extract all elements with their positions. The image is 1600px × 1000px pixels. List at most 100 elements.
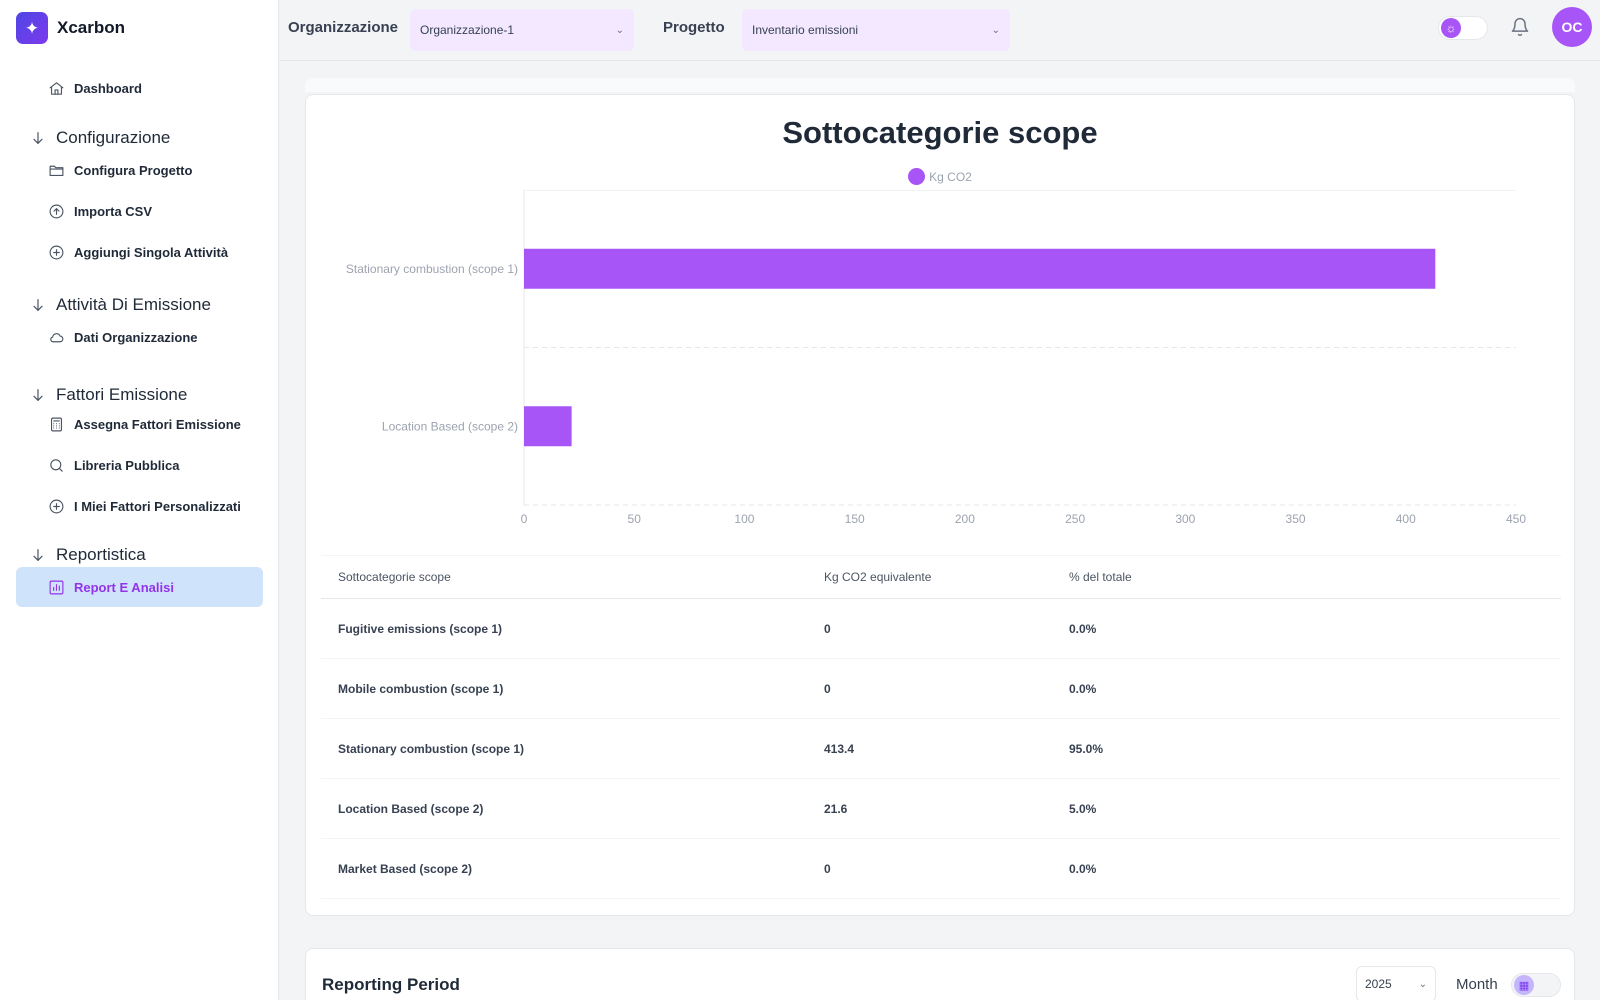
table-cell: 413.4 xyxy=(824,741,855,756)
year-select[interactable]: 2025 ⌄ xyxy=(1356,966,1436,1000)
chart-title: Sottocategorie scope xyxy=(782,115,1098,150)
table-header-row: Sottocategorie scope Kg CO2 equivalente … xyxy=(321,555,1561,599)
table-cell: Location Based (scope 2) xyxy=(338,801,484,816)
plus-circle-icon xyxy=(47,497,65,515)
sidebar-item-label: Report E Analisi xyxy=(74,579,174,595)
x-tick-label: 300 xyxy=(1175,512,1195,526)
sidebar: ✦ Xcarbon Dashboard Configurazione Configu… xyxy=(0,0,279,1000)
sidebar-item-i-miei-fattori-personalizzati[interactable]: I Miei Fattori Personalizzati xyxy=(16,486,263,526)
project-label: Progetto xyxy=(663,19,725,36)
sidebar-item-libreria-pubblica[interactable]: Libreria Pubblica xyxy=(16,445,263,485)
upload-circle-icon xyxy=(47,202,65,220)
table-cell: 0.0% xyxy=(1069,681,1097,696)
chevron-down-icon: ⌄ xyxy=(615,24,624,36)
sidebar-item-label: Configura Progetto xyxy=(74,162,193,178)
x-tick-label: 350 xyxy=(1286,512,1306,526)
table-cell: 0.0% xyxy=(1069,861,1097,876)
sidebar-item-configura-progetto[interactable]: Configura Progetto xyxy=(16,150,263,190)
year-select-value: 2025 xyxy=(1365,977,1392,991)
sidebar-item-aggiungi-singola-attivita[interactable]: Aggiungi Singola Attività xyxy=(16,232,263,272)
project-select-value: Inventario emissioni xyxy=(752,23,859,37)
sidebar-item-dashboard[interactable]: Dashboard xyxy=(16,68,263,108)
y-tick-label: Stationary combustion (scope 1) xyxy=(346,262,518,276)
organization-select[interactable]: Organizzazione-1 ⌄ xyxy=(410,9,634,51)
table-cell: 0 xyxy=(824,621,831,636)
organization-label: Organizzazione xyxy=(288,19,399,36)
table-cell: 0.0% xyxy=(1069,621,1097,636)
legend-swatch xyxy=(908,168,926,185)
theme-toggle[interactable]: ☼ xyxy=(1438,16,1488,40)
table-cell: Market Based (scope 2) xyxy=(338,861,473,876)
sidebar-section[interactable]: Configurazione xyxy=(30,126,170,150)
sidebar-item-label: Importa CSV xyxy=(74,203,153,219)
search-icon xyxy=(47,456,65,474)
bar-chart: Stationary combustion (scope 1) Location … xyxy=(346,190,1526,526)
table-row: Fugitive emissions (scope 1) 0 0.0% xyxy=(321,599,1561,659)
sidebar-section[interactable]: Fattori Emissione xyxy=(30,383,187,407)
project-select[interactable]: Inventario emissioni ⌄ xyxy=(742,9,1010,51)
x-tick-label: 50 xyxy=(628,512,642,526)
column-header: Sottocategorie scope xyxy=(338,570,451,584)
table-row: Stationary combustion (scope 1) 413.4 95.0… xyxy=(321,719,1561,779)
top-header: Organizzazione Organizzazione-1 ⌄ Proget… xyxy=(280,0,1600,61)
x-tick-label: 100 xyxy=(734,512,754,526)
table-cell: 0 xyxy=(824,861,831,876)
sidebar-item-report-e-analisi[interactable]: Report E Analisi xyxy=(16,567,263,607)
legend-label: Kg CO2 xyxy=(929,169,972,184)
chevron-down-icon: ⌄ xyxy=(1418,978,1427,990)
x-tick-label: 0 xyxy=(521,512,528,526)
sidebar-section[interactable]: Attività Di Emissione xyxy=(30,293,211,317)
x-tick-label: 250 xyxy=(1065,512,1085,526)
month-toggle[interactable]: ▦ xyxy=(1511,973,1561,997)
data-table: Sottocategorie scope Kg CO2 equivalente … xyxy=(321,555,1561,899)
reporting-period-card: Reporting Period 2025 ⌄ Month ▦ xyxy=(305,948,1575,1000)
x-tick-label: 450 xyxy=(1506,512,1526,526)
y-tick-label: Location Based (scope 2) xyxy=(382,419,518,433)
x-tick-label: 150 xyxy=(845,512,865,526)
arrow-down-icon xyxy=(30,547,46,563)
month-label: Month xyxy=(1456,976,1498,993)
bar xyxy=(524,248,1436,289)
table-cell: Mobile combustion (scope 1) xyxy=(338,681,504,696)
brand-name: Xcarbon xyxy=(57,18,126,37)
avatar[interactable]: OC xyxy=(1552,7,1592,47)
table-row: Market Based (scope 2) 0 0.0% xyxy=(321,839,1561,899)
x-tick-label: 200 xyxy=(955,512,975,526)
bar-chart-icon xyxy=(47,578,65,596)
table-row: Mobile combustion (scope 1) 0 0.0% xyxy=(321,659,1561,719)
sidebar-item-assegna-fattori-emissione[interactable]: Assegna Fattori Emissione xyxy=(16,404,263,444)
sidebar-section-label: Attività Di Emissione xyxy=(56,295,211,314)
calendar-icon: ▦ xyxy=(1514,975,1534,995)
bell-icon[interactable] xyxy=(1509,16,1531,38)
table-cell: Fugitive emissions (scope 1) xyxy=(338,621,503,636)
sidebar-item-label: Libreria Pubblica xyxy=(74,457,180,473)
sidebar-section-label: Configurazione xyxy=(56,128,171,147)
sidebar-item-dati-organizzazione[interactable]: Dati Organizzazione xyxy=(16,317,263,357)
arrow-down-icon xyxy=(30,130,46,146)
brand[interactable]: ✦ Xcarbon xyxy=(16,12,125,44)
chevron-down-icon: ⌄ xyxy=(991,24,1000,36)
organization-select-value: Organizzazione-1 xyxy=(420,23,515,37)
sidebar-section[interactable]: Reportistica xyxy=(30,543,146,567)
table-row: Location Based (scope 2) 21.6 5.0% xyxy=(321,779,1561,839)
column-header: Kg CO2 equivalente xyxy=(824,570,932,584)
sidebar-item-label: Dashboard xyxy=(74,80,142,96)
plus-circle-icon xyxy=(47,243,65,261)
table-body: Fugitive emissions (scope 1) 0 0.0% Mobile … xyxy=(321,599,1561,899)
table-cell: 21.6 xyxy=(824,801,848,816)
x-tick-label: 400 xyxy=(1396,512,1416,526)
column-header: % del totale xyxy=(1069,570,1132,584)
sidebar-item-label: Dati Organizzazione xyxy=(74,329,198,345)
content-top-strip xyxy=(305,78,1575,92)
chart-card: Sottocategorie scope Kg CO2 Stationary c… xyxy=(305,94,1575,916)
table-cell: 95.0% xyxy=(1069,741,1104,756)
sidebar-section-label: Fattori Emissione xyxy=(56,385,188,404)
sidebar-item-importa-csv[interactable]: Importa CSV xyxy=(16,191,263,231)
home-icon xyxy=(47,79,65,97)
bar xyxy=(524,406,572,447)
sparkles-icon: ✦ xyxy=(16,12,48,44)
sidebar-item-label: I Miei Fattori Personalizzati xyxy=(74,498,241,514)
cloud-icon xyxy=(47,328,65,346)
sidebar-item-label: Aggiungi Singola Attività xyxy=(74,244,229,260)
chart-legend[interactable]: Kg CO2 xyxy=(306,168,1574,185)
